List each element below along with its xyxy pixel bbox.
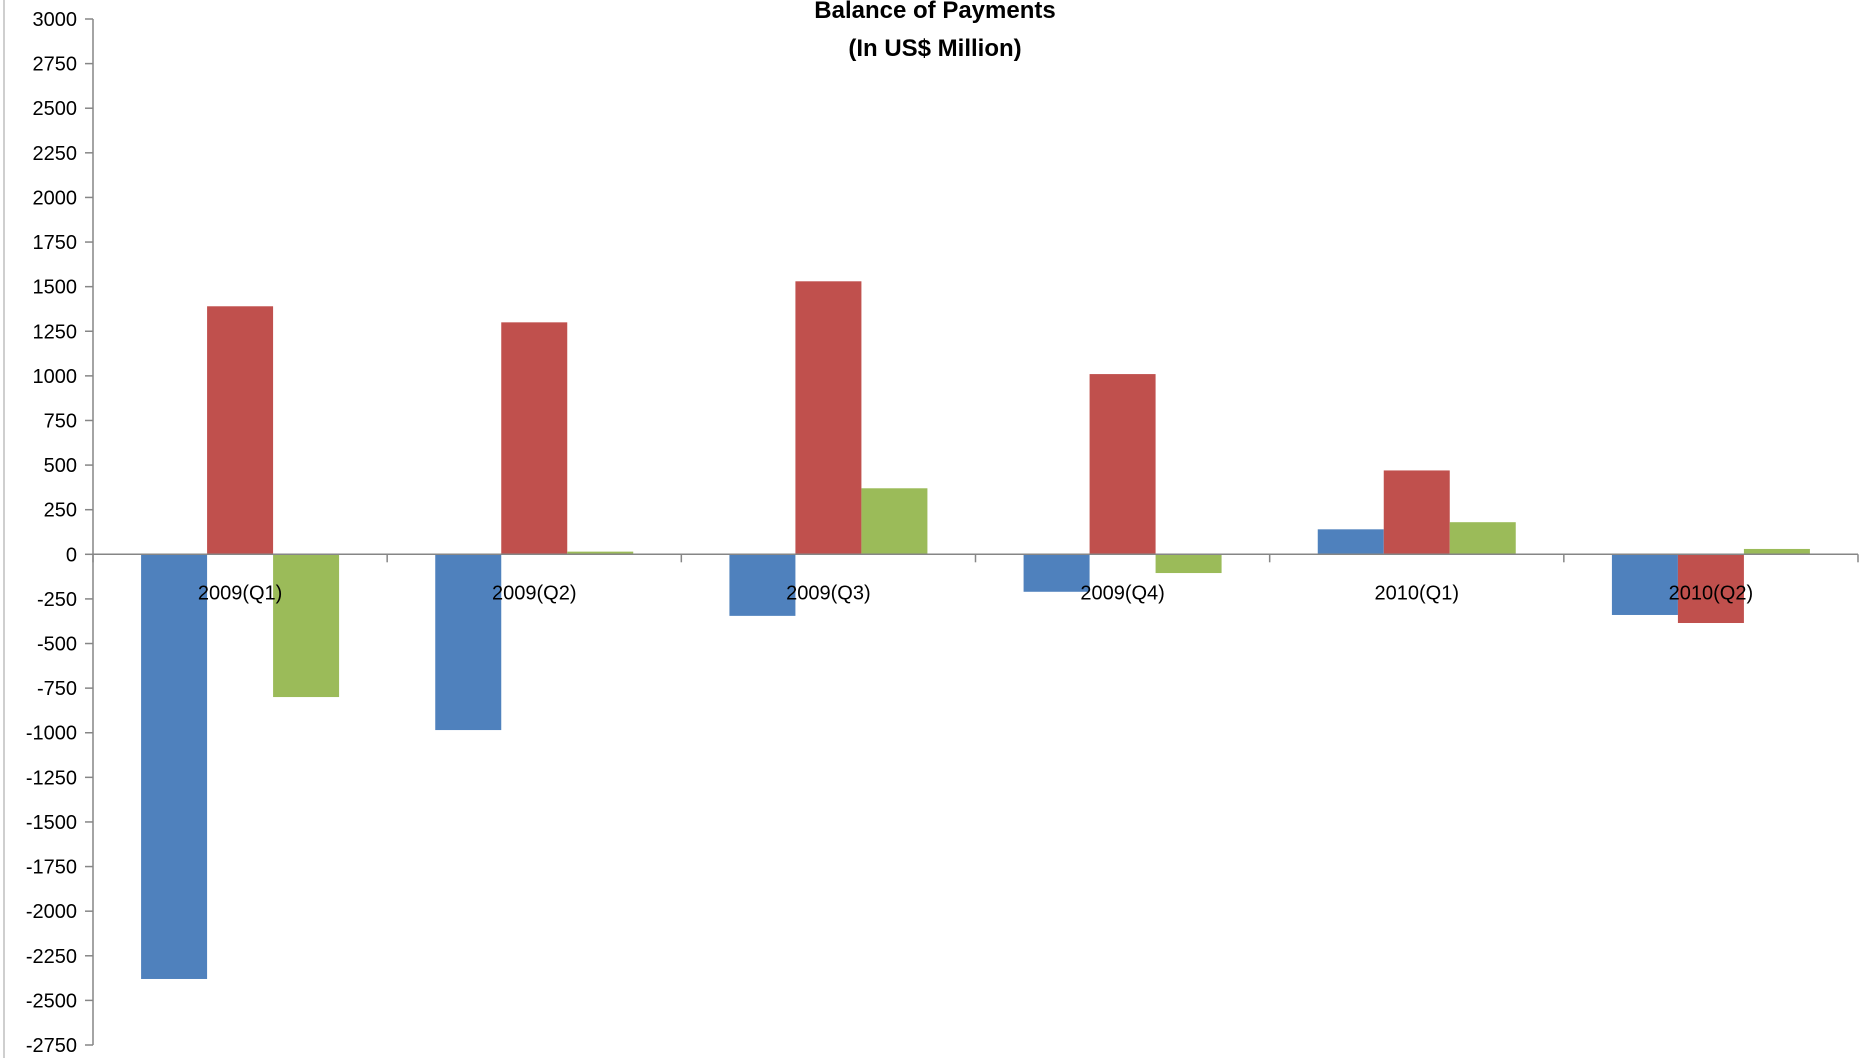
bar-series2-2009(Q4) — [1089, 374, 1156, 555]
y-tick-label: -750 — [37, 678, 77, 700]
y-tick-label: 3000 — [33, 9, 78, 31]
y-tick-label: 2250 — [33, 143, 78, 165]
bar-series1-2009(Q2) — [435, 554, 502, 731]
y-tick-label: -500 — [37, 634, 77, 656]
x-category-label: 2010(Q1) — [1375, 582, 1460, 604]
bar-series2-2009(Q3) — [795, 281, 862, 555]
y-tick-label: 250 — [44, 500, 77, 522]
x-category-label: 2010(Q2) — [1669, 582, 1754, 604]
y-tick-label: 1500 — [33, 277, 78, 299]
bar-series2-2009(Q1) — [207, 306, 274, 555]
chart-subtitle: (In US$ Million) — [848, 35, 1021, 62]
labels-group: -2750-2500-2250-2000-1750-1500-1250-1000… — [26, 9, 1753, 1057]
x-category-label: 2009(Q3) — [786, 582, 871, 604]
y-tick-label: 1000 — [33, 366, 78, 388]
y-tick-label: 750 — [44, 410, 77, 432]
bar-series1-2010(Q2) — [1611, 554, 1678, 615]
y-tick-label: 0 — [66, 544, 77, 566]
bar-series3-2009(Q1) — [273, 554, 340, 698]
bar-series2-2010(Q2) — [1677, 554, 1744, 624]
bar-series3-2009(Q3) — [861, 488, 928, 555]
x-category-label: 2009(Q2) — [492, 582, 577, 604]
y-tick-label: 2000 — [33, 187, 78, 209]
y-tick-label: -2250 — [26, 946, 77, 968]
bar-series-group — [141, 281, 1810, 979]
y-tick-label: -2750 — [26, 1035, 77, 1057]
y-tick-label: -1250 — [26, 767, 77, 789]
y-tick-label: -1000 — [26, 723, 77, 745]
bar-series1-2009(Q1) — [141, 554, 208, 979]
x-category-label: 2009(Q1) — [198, 582, 283, 604]
bar-series1-2009(Q3) — [729, 554, 796, 616]
bar-series3-2010(Q2) — [1743, 548, 1810, 555]
bar-series2-2010(Q1) — [1383, 470, 1450, 555]
bar-series3-2009(Q4) — [1155, 554, 1222, 574]
axes-group — [3, 0, 1859, 1058]
bar-series3-2009(Q2) — [567, 551, 634, 555]
y-tick-label: -2000 — [26, 901, 77, 923]
y-tick-label: 2750 — [33, 54, 78, 76]
y-tick-label: 1750 — [33, 232, 78, 254]
y-tick-label: 2500 — [33, 98, 78, 120]
bar-series1-2009(Q4) — [1023, 554, 1090, 592]
y-tick-label: 500 — [44, 455, 77, 477]
chart-title: Balance of Payments — [814, 0, 1055, 24]
y-tick-label: -1750 — [26, 857, 77, 879]
y-tick-label: -250 — [37, 589, 77, 611]
bar-series2-2009(Q2) — [501, 322, 568, 555]
y-tick-label: -2500 — [26, 990, 77, 1012]
y-tick-label: -1500 — [26, 812, 77, 834]
bar-series3-2010(Q1) — [1449, 522, 1516, 555]
x-category-label: 2009(Q4) — [1080, 582, 1165, 604]
y-tick-label: 1250 — [33, 321, 78, 343]
bar-series1-2010(Q1) — [1317, 529, 1384, 555]
